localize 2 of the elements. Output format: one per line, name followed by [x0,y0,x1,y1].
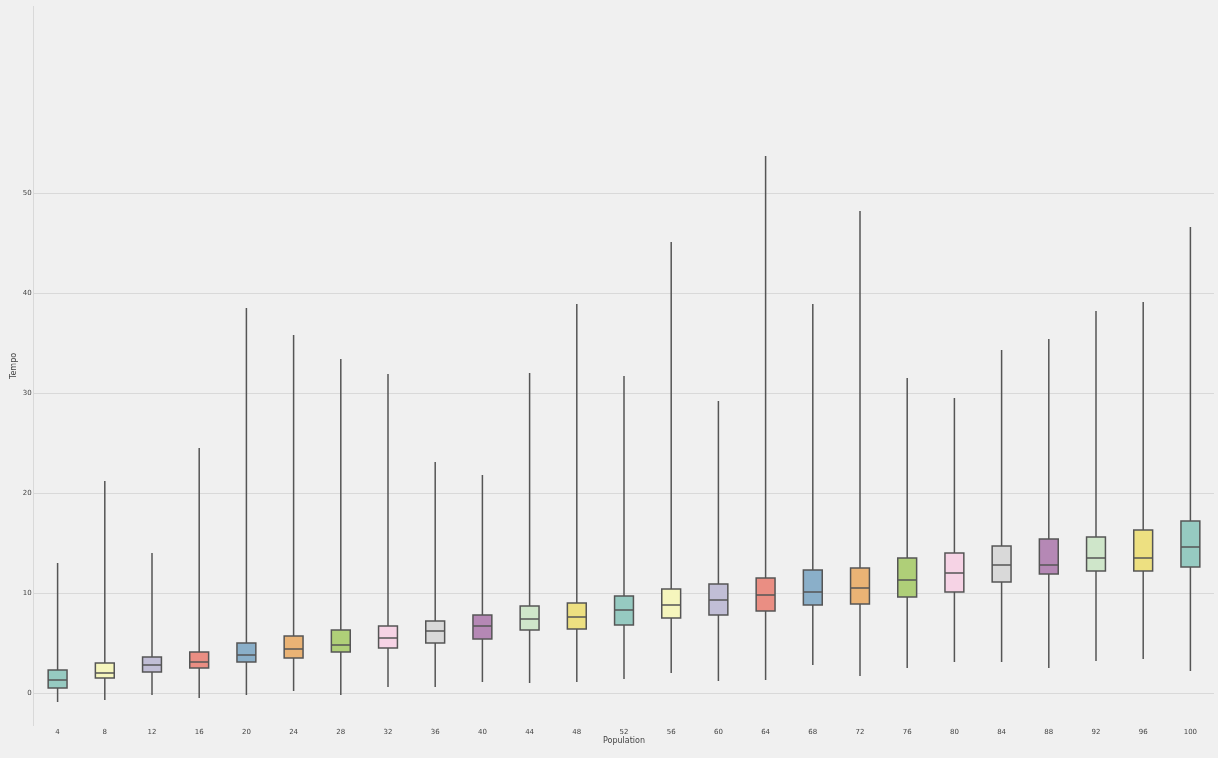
y-axis-title: Tempo [9,352,19,381]
x-axis-title: Population [602,736,646,746]
